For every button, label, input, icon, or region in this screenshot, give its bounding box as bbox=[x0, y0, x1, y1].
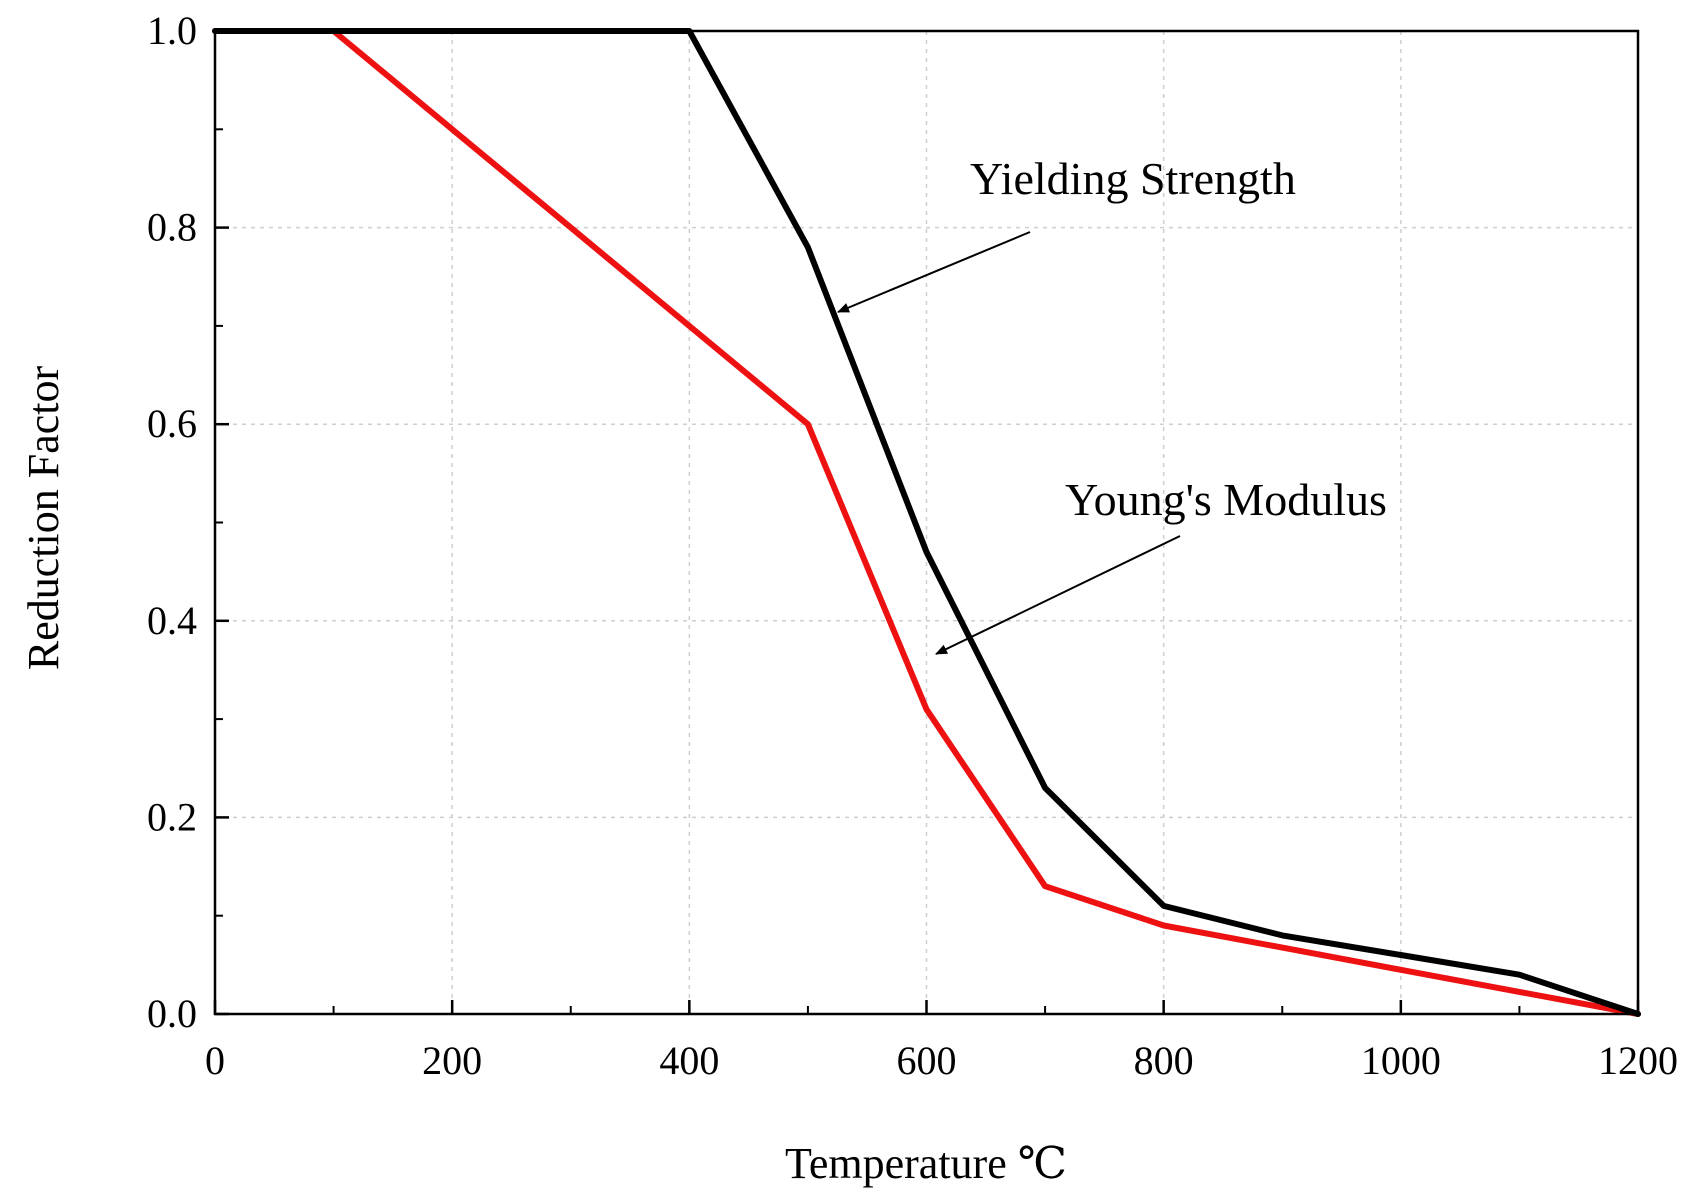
annotation-youngs-modulus: Young's Modulus bbox=[1065, 474, 1387, 525]
x-axis-title: Temperature ℃ bbox=[785, 1139, 1067, 1188]
annotation-yielding-strength: Yielding Strength bbox=[970, 153, 1296, 204]
x-tick-label: 1200 bbox=[1598, 1038, 1678, 1083]
y-tick-label: 0.4 bbox=[147, 598, 197, 643]
y-tick-label: 0.2 bbox=[147, 794, 197, 839]
x-tick-label: 0 bbox=[205, 1038, 225, 1083]
y-tick-label: 0.8 bbox=[147, 205, 197, 250]
x-tick-label: 200 bbox=[422, 1038, 482, 1083]
y-axis-title: Reduction Factor bbox=[19, 366, 68, 671]
annotation-arrow-youngs-modulus bbox=[935, 535, 1181, 655]
x-tick-label: 400 bbox=[659, 1038, 719, 1083]
x-tick-label: 1000 bbox=[1361, 1038, 1441, 1083]
annotations: Yielding Strength Young's Modulus bbox=[837, 153, 1387, 655]
y-tick-labels: 0.0 0.2 0.4 0.6 0.8 1.0 bbox=[147, 8, 197, 1036]
annotation-arrow-yielding-strength bbox=[837, 231, 1031, 313]
y-tick-label: 1.0 bbox=[147, 8, 197, 53]
y-tick-label: 0.6 bbox=[147, 401, 197, 446]
gridlines bbox=[215, 31, 1638, 1014]
y-tick-label: 0.0 bbox=[147, 991, 197, 1036]
x-tick-labels: 0 200 400 600 800 1000 1200 bbox=[205, 1038, 1678, 1083]
plot-frame bbox=[213, 29, 1640, 1016]
series-line-young-s-modulus bbox=[212, 28, 1641, 1017]
x-tick-label: 800 bbox=[1134, 1038, 1194, 1083]
x-tick-label: 600 bbox=[897, 1038, 957, 1083]
